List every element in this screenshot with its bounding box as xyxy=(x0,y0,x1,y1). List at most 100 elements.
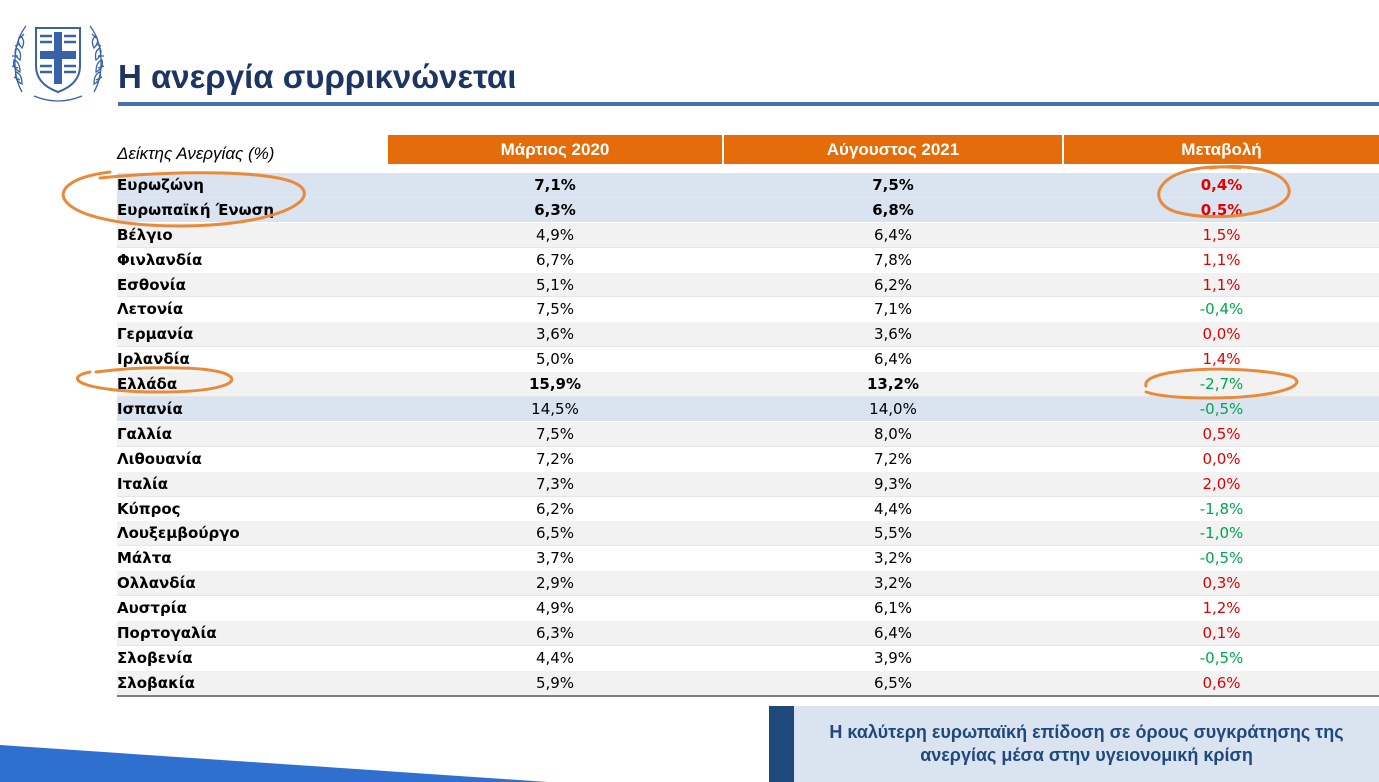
march-2020-cell: 14,5% xyxy=(531,400,579,419)
march-2020-cell: 5,1% xyxy=(535,275,575,294)
table-row: Εσθονία 5,1% 6,2% 1,1% xyxy=(117,271,1379,297)
change-cell: -1,0% xyxy=(1199,524,1244,543)
page-title: Η ανεργία συρρικνώνεται xyxy=(118,58,517,95)
march-2020-cell: 6,2% xyxy=(535,499,575,518)
august-2021-cell: 4,4% xyxy=(873,499,913,518)
change-cell: 1,5% xyxy=(1202,225,1241,244)
august-2021-cell: 6,2% xyxy=(873,275,913,294)
table-row: Πορτογαλία 6,3% 6,4% 0,1% xyxy=(117,620,1379,645)
march-2020-cell: 2,9% xyxy=(535,574,575,593)
column-header-change: Μεταβολή xyxy=(1064,135,1379,164)
table-row: Μάλτα 3,7% 3,2% -0,5% xyxy=(117,545,1379,571)
country-cell: Ισπανία xyxy=(117,400,183,419)
august-2021-cell: 3,6% xyxy=(873,325,913,344)
table-header: Δείκτης Ανεργίας (%) Μάρτιος 2020 Αύγουσ… xyxy=(117,135,1379,164)
change-cell: -2,7% xyxy=(1199,375,1244,394)
country-cell: Σλοβενία xyxy=(117,648,193,667)
august-2021-cell: 6,4% xyxy=(873,350,913,369)
table-row: Ευρωζώνη 7,1% 7,5% 0,4% xyxy=(117,172,1379,197)
march-2020-cell: 7,5% xyxy=(535,424,575,443)
change-cell: -0,5% xyxy=(1199,648,1244,667)
callout-text: Η καλύτερη ευρωπαϊκή επίδοση σε όρους συ… xyxy=(829,722,1344,765)
table-row: Σλοβακία 5,9% 6,5% 0,6% xyxy=(117,669,1379,695)
table-label: Δείκτης Ανεργίας (%) xyxy=(117,144,275,163)
august-2021-cell: 9,3% xyxy=(873,474,913,493)
change-cell: 0,3% xyxy=(1202,574,1241,593)
table-row: Ευρωπαϊκή Ένωση 6,3% 6,8% 0,5% xyxy=(117,196,1379,222)
change-cell: 2,0% xyxy=(1202,474,1241,493)
march-2020-cell: 6,5% xyxy=(535,524,575,543)
august-2021-cell: 3,2% xyxy=(873,574,913,593)
change-cell: 1,1% xyxy=(1202,250,1241,269)
march-2020-cell: 3,7% xyxy=(535,549,575,568)
change-cell: 0,5% xyxy=(1202,424,1241,443)
greek-coat-of-arms-icon xyxy=(11,25,105,102)
table-row: Ολλανδία 2,9% 3,2% 0,3% xyxy=(117,570,1379,596)
country-cell: Ιταλία xyxy=(117,474,169,493)
change-cell: 1,4% xyxy=(1202,350,1241,369)
august-2021-cell: 7,5% xyxy=(872,176,914,194)
august-2021-cell: 6,4% xyxy=(873,225,913,244)
august-2021-cell: 3,9% xyxy=(873,648,913,667)
table-row: Φινλανδία 6,7% 7,8% 1,1% xyxy=(117,246,1379,272)
change-cell: 0,4% xyxy=(1200,176,1243,194)
change-cell: 1,2% xyxy=(1202,599,1241,618)
table-row: Ιταλία 7,3% 9,3% 2,0% xyxy=(117,470,1379,496)
march-2020-cell: 7,1% xyxy=(534,176,576,194)
august-2021-cell: 7,8% xyxy=(873,250,913,269)
august-2021-cell: 6,5% xyxy=(873,673,913,692)
callout-box: Η καλύτερη ευρωπαϊκή επίδοση σε όρους συ… xyxy=(769,706,1379,782)
country-cell: Ευρωζώνη xyxy=(117,176,204,194)
table-row: Αυστρία 4,9% 6,1% 1,2% xyxy=(117,595,1379,621)
unemployment-table: Δείκτης Ανεργίας (%) Μάρτιος 2020 Αύγουσ… xyxy=(117,135,1379,697)
country-cell: Μάλτα xyxy=(117,549,172,568)
august-2021-cell: 7,1% xyxy=(873,300,913,319)
august-2021-cell: 6,4% xyxy=(873,624,913,643)
table-row: Λουξεμβούργο 6,5% 5,5% -1,0% xyxy=(117,520,1379,546)
march-2020-cell: 5,0% xyxy=(535,350,575,369)
august-2021-cell: 8,0% xyxy=(873,424,913,443)
august-2021-cell: 7,2% xyxy=(873,449,913,468)
march-2020-cell: 6,7% xyxy=(535,250,575,269)
country-cell: Βέλγιο xyxy=(117,225,173,244)
country-cell: Πορτογαλία xyxy=(117,624,217,643)
table-body: Ευρωζώνη 7,1% 7,5% 0,4% Ευρωπαϊκή Ένωση 6,3% 6… xyxy=(117,172,1379,697)
march-2020-cell: 15,9% xyxy=(528,375,582,394)
callout-accent-bar xyxy=(769,706,794,782)
country-cell: Ελλάδα xyxy=(117,375,178,394)
table-row: Ισπανία 14,5% 14,0% -0,5% xyxy=(117,396,1379,421)
august-2021-cell: 6,1% xyxy=(873,599,913,618)
table-row: Γαλλία 7,5% 8,0% 0,5% xyxy=(117,420,1379,446)
table-row: Σλοβενία 4,4% 3,9% -0,5% xyxy=(117,644,1379,670)
change-cell: -1,8% xyxy=(1199,499,1244,518)
change-cell: 0,5% xyxy=(1200,200,1243,219)
table-row: Ελλάδα 15,9% 13,2% -2,7% xyxy=(117,371,1379,397)
august-2021-cell: 14,0% xyxy=(869,400,917,419)
march-2020-cell: 4,9% xyxy=(535,599,575,618)
country-cell: Αυστρία xyxy=(117,599,187,618)
table-row: Βέλγιο 4,9% 6,4% 1,5% xyxy=(117,221,1379,247)
column-header-august-2021: Αύγουστος 2021 xyxy=(724,135,1062,164)
country-cell: Ευρωπαϊκή Ένωση xyxy=(117,200,275,219)
country-cell: Γαλλία xyxy=(117,424,172,443)
march-2020-cell: 5,9% xyxy=(535,673,575,692)
country-cell: Λιθουανία xyxy=(117,449,202,468)
change-cell: -0,4% xyxy=(1199,300,1244,319)
country-cell: Κύπρος xyxy=(117,499,181,518)
table-row: Λετονία 7,5% 7,1% -0,4% xyxy=(117,296,1379,322)
table-row: Ιρλανδία 5,0% 6,4% 1,4% xyxy=(117,346,1379,372)
change-cell: 0,0% xyxy=(1202,325,1241,344)
change-cell: 0,1% xyxy=(1202,624,1241,643)
country-cell: Λετονία xyxy=(117,300,184,319)
march-2020-cell: 6,3% xyxy=(534,200,576,219)
march-2020-cell: 6,3% xyxy=(535,624,575,643)
country-cell: Λουξεμβούργο xyxy=(117,524,240,543)
march-2020-cell: 7,5% xyxy=(535,300,575,319)
country-cell: Εσθονία xyxy=(117,275,186,294)
august-2021-cell: 3,2% xyxy=(873,549,913,568)
country-cell: Ιρλανδία xyxy=(117,350,190,369)
title-divider xyxy=(118,102,1379,106)
country-cell: Ολλανδία xyxy=(117,574,196,593)
march-2020-cell: 4,4% xyxy=(535,648,575,667)
change-cell: -0,5% xyxy=(1199,400,1244,419)
